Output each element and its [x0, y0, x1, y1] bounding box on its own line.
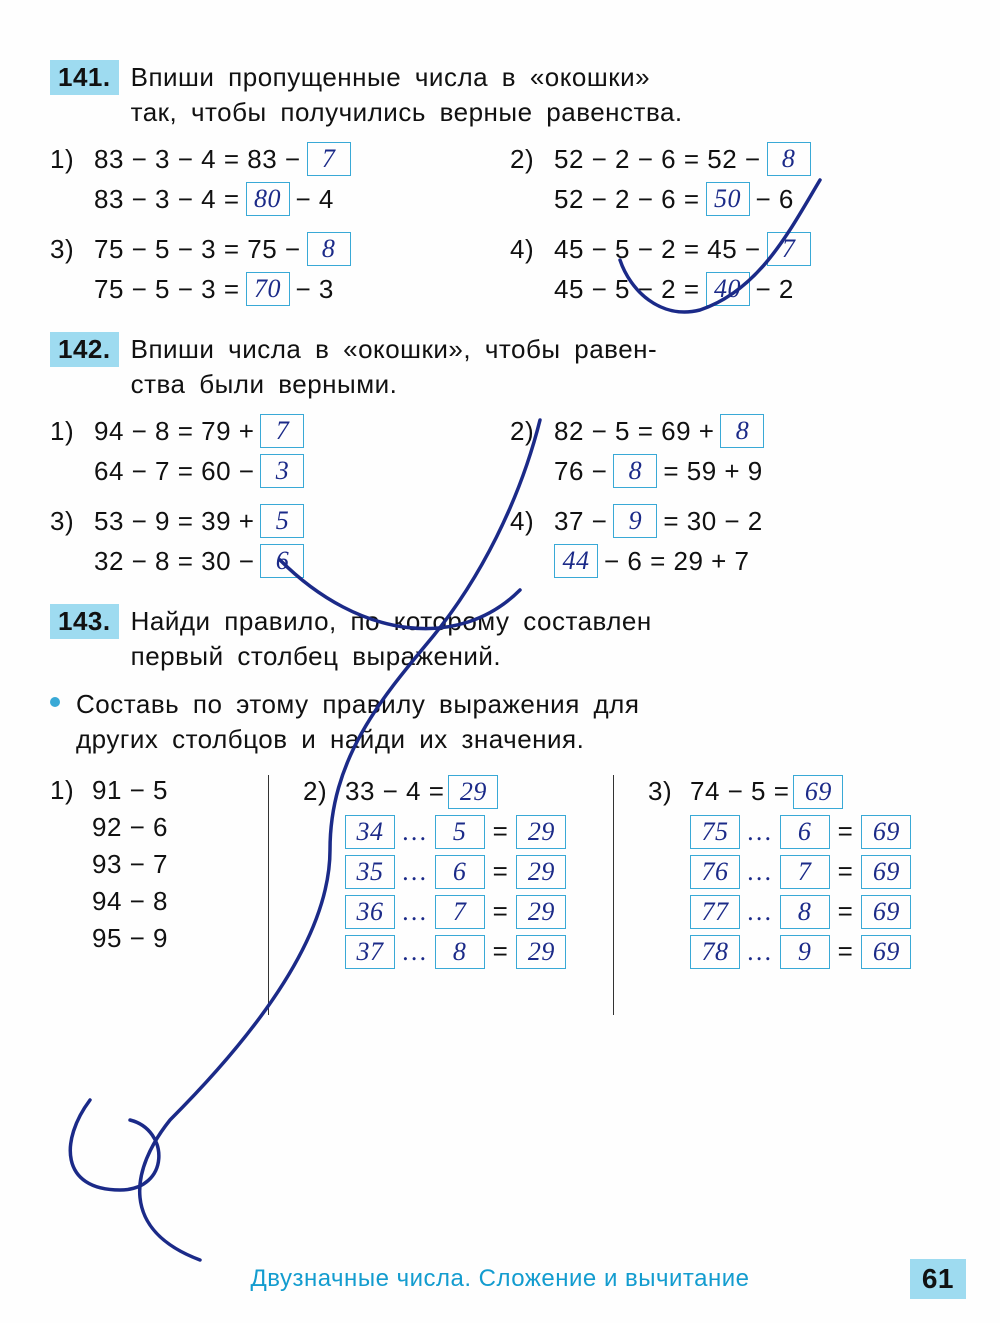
- answer-box[interactable]: 9: [780, 935, 830, 969]
- answer-box[interactable]: 5: [260, 504, 304, 538]
- answer-box[interactable]: 29: [516, 895, 566, 929]
- answer-box[interactable]: 76: [690, 855, 740, 889]
- answer-box[interactable]: 69: [861, 935, 911, 969]
- answer-box[interactable]: 7: [260, 414, 304, 448]
- eq-row: 1) 94 − 8 = 79 + 7: [50, 414, 490, 448]
- answer-box[interactable]: 8: [613, 454, 657, 488]
- eq-row: 32 − 8 = 30 − 6: [50, 544, 490, 578]
- eq-row: 78…9=69: [648, 935, 950, 969]
- answer-box[interactable]: 69: [861, 855, 911, 889]
- answer-box[interactable]: 29: [516, 815, 566, 849]
- task-number-142: 142.: [50, 332, 119, 367]
- eq-row: 75…6=69: [648, 815, 950, 849]
- answer-box[interactable]: 8: [780, 895, 830, 929]
- answer-box[interactable]: 77: [690, 895, 740, 929]
- answer-box[interactable]: 36: [345, 895, 395, 929]
- eq-row: 2) 52 − 2 − 6 = 52 − 8: [510, 142, 950, 176]
- eq-row: 4) 37 − 9 = 30 − 2: [510, 504, 950, 538]
- answer-box[interactable]: 69: [861, 895, 911, 929]
- separator: [268, 775, 269, 1015]
- answer-box[interactable]: 29: [448, 775, 498, 809]
- answer-box[interactable]: 5: [435, 815, 485, 849]
- eq-row: 37…8=29: [303, 935, 605, 969]
- answer-box[interactable]: 8: [435, 935, 485, 969]
- answer-box[interactable]: 7: [780, 855, 830, 889]
- answer-box[interactable]: 69: [861, 815, 911, 849]
- eq-row: 76…7=69: [648, 855, 950, 889]
- eq-row: 36…7=29: [303, 895, 605, 929]
- task-number-141: 141.: [50, 60, 119, 95]
- answer-box[interactable]: 6: [260, 544, 304, 578]
- task-143-sub: Составь по этому правилу выражения для д…: [50, 687, 950, 757]
- eq-row: 45 − 5 − 2 = 40 − 2: [510, 272, 950, 306]
- task-142-head: 142. Впиши числа в «окошки», чтобы равен…: [50, 332, 950, 402]
- workbook-page: 141. Впиши пропущенные числа в «окошки» …: [0, 0, 1000, 1323]
- answer-box[interactable]: 6: [780, 815, 830, 849]
- eq-row: 44 − 6 = 29 + 7: [510, 544, 950, 578]
- answer-box[interactable]: 8: [767, 142, 811, 176]
- eq-row: 2) 82 − 5 = 69 + 8: [510, 414, 950, 448]
- answer-box[interactable]: 29: [516, 855, 566, 889]
- eq-row: 76 − 8 = 59 + 9: [510, 454, 950, 488]
- eq-row: 64 − 7 = 60 − 3: [50, 454, 490, 488]
- eq-row: 83 − 3 − 4 = 80 − 4: [50, 182, 490, 216]
- answer-box[interactable]: 80: [246, 182, 290, 216]
- col-2: 2) 33 − 4 = 29 34…5=2935…6=2936…7=2937…8…: [277, 775, 605, 975]
- footer-caption: Двузначные числа. Сложение и вычитание: [0, 1265, 1000, 1293]
- eq-row: 35…6=29: [303, 855, 605, 889]
- answer-box[interactable]: 50: [706, 182, 750, 216]
- task-143-columns: 1) 91 − 5 92 − 6 93 − 7 94 − 8 95 − 9 2)…: [50, 775, 950, 1015]
- bullet-icon: [50, 697, 60, 707]
- answer-box[interactable]: 8: [307, 232, 351, 266]
- eq-row: 3) 75 − 5 − 3 = 75 − 8: [50, 232, 490, 266]
- page-number: 61: [910, 1259, 966, 1299]
- eq-row: 52 − 2 − 6 = 50 − 6: [510, 182, 950, 216]
- task-141-head: 141. Впиши пропущенные числа в «окошки» …: [50, 60, 950, 130]
- answer-box[interactable]: 34: [345, 815, 395, 849]
- eq-row: 75 − 5 − 3 = 70 − 3: [50, 272, 490, 306]
- answer-box[interactable]: 35: [345, 855, 395, 889]
- answer-box[interactable]: 7: [307, 142, 351, 176]
- task-number-143: 143.: [50, 604, 119, 639]
- task-142-text: Впиши числа в «окошки», чтобы равен- ств…: [131, 332, 950, 402]
- eq-row: 1) 83 − 3 − 4 = 83 − 7: [50, 142, 490, 176]
- task-141-grid: 1) 83 − 3 − 4 = 83 − 7 2) 52 − 2 − 6 = 5…: [50, 142, 950, 306]
- eq-row: 34…5=29: [303, 815, 605, 849]
- answer-box[interactable]: 29: [516, 935, 566, 969]
- task-141-text: Впиши пропущенные числа в «окошки» так, …: [131, 60, 950, 130]
- eq-row: 77…8=69: [648, 895, 950, 929]
- answer-box[interactable]: 69: [793, 775, 843, 809]
- answer-box[interactable]: 37: [345, 935, 395, 969]
- task-143-head: 143. Найди правило, по которому составле…: [50, 604, 950, 674]
- answer-box[interactable]: 44: [554, 544, 598, 578]
- answer-box[interactable]: 9: [613, 504, 657, 538]
- answer-box[interactable]: 8: [720, 414, 764, 448]
- answer-box[interactable]: 7: [435, 895, 485, 929]
- answer-box[interactable]: 6: [435, 855, 485, 889]
- col-1: 1) 91 − 5 92 − 6 93 − 7 94 − 8 95 − 9: [50, 775, 260, 960]
- eq-row: 4) 45 − 5 − 2 = 45 − 7: [510, 232, 950, 266]
- answer-box[interactable]: 40: [706, 272, 750, 306]
- separator: [613, 775, 614, 1015]
- answer-box[interactable]: 3: [260, 454, 304, 488]
- col-3: 3) 74 − 5 = 69 75…6=6976…7=6977…8=6978…9…: [622, 775, 950, 975]
- eq-row: 3) 53 − 9 = 39 + 5: [50, 504, 490, 538]
- answer-box[interactable]: 70: [246, 272, 290, 306]
- task-142-grid: 1) 94 − 8 = 79 + 7 2) 82 − 5 = 69 + 8 64…: [50, 414, 950, 578]
- answer-box[interactable]: 78: [690, 935, 740, 969]
- answer-box[interactable]: 75: [690, 815, 740, 849]
- answer-box[interactable]: 7: [767, 232, 811, 266]
- task-143-text: Найди правило, по которому составлен пер…: [131, 604, 950, 674]
